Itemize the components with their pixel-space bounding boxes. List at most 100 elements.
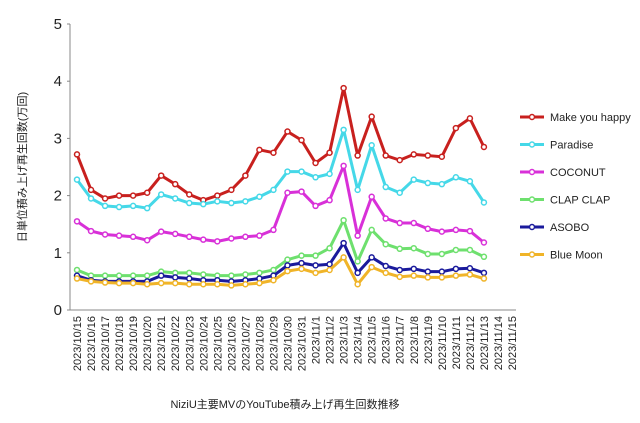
point <box>368 142 375 149</box>
y-tick-label: 2 <box>54 188 62 205</box>
point <box>186 269 193 277</box>
point <box>466 178 474 185</box>
x-tick-label: 2023/11/12 <box>465 316 477 370</box>
point <box>368 263 375 271</box>
point <box>73 266 81 274</box>
point <box>424 152 432 159</box>
point <box>101 195 109 202</box>
point <box>157 228 165 235</box>
point <box>256 232 263 239</box>
point <box>242 233 249 241</box>
x-tick-label: 2023/11/4 <box>353 316 365 364</box>
point <box>270 266 277 274</box>
point <box>480 269 488 277</box>
point <box>326 196 333 204</box>
point <box>340 239 347 247</box>
point <box>87 278 95 285</box>
point <box>382 269 389 277</box>
point <box>382 240 389 248</box>
point <box>171 279 179 287</box>
point <box>228 272 235 279</box>
point <box>115 192 123 199</box>
point <box>298 136 305 144</box>
point <box>466 246 474 254</box>
x-tick-label: 2023/11/8 <box>409 316 421 364</box>
point <box>284 189 291 196</box>
point <box>410 219 418 227</box>
point <box>256 146 263 154</box>
legend-label: COCONUT <box>550 167 606 179</box>
y-tick-label: 0 <box>54 302 62 319</box>
point <box>298 168 305 175</box>
point <box>242 172 249 179</box>
point <box>312 174 319 181</box>
point <box>452 265 460 273</box>
point <box>171 274 179 281</box>
point <box>340 84 347 92</box>
point <box>186 199 193 207</box>
point <box>214 192 221 199</box>
point <box>284 267 291 275</box>
x-tick-label: 2023/10/15 <box>72 316 84 371</box>
point <box>87 186 95 194</box>
point <box>298 265 305 273</box>
point <box>157 172 165 179</box>
point <box>452 226 460 234</box>
point <box>115 279 123 287</box>
x-tick-label: 2023/11/5 <box>367 316 379 364</box>
point <box>396 219 403 227</box>
point <box>326 149 333 156</box>
point <box>466 264 474 272</box>
point <box>424 250 432 258</box>
point <box>270 149 277 156</box>
point <box>186 233 193 241</box>
point <box>298 252 305 259</box>
point <box>396 245 403 253</box>
point <box>340 162 347 170</box>
point <box>186 281 193 288</box>
point <box>73 218 81 225</box>
point <box>129 233 137 241</box>
x-tick-label: 2023/11/6 <box>381 316 393 364</box>
point <box>354 152 361 159</box>
point <box>354 281 361 288</box>
point <box>382 183 389 191</box>
y-tick-label: 4 <box>54 73 62 90</box>
point <box>298 259 305 267</box>
point <box>214 198 221 205</box>
point <box>382 215 389 222</box>
series-line <box>75 86 486 202</box>
x-tick-label: 2023/10/28 <box>254 316 266 371</box>
point <box>284 256 291 263</box>
legend-label: Blue Moon <box>550 250 603 262</box>
point <box>284 128 291 135</box>
point <box>200 271 207 278</box>
point <box>101 279 109 286</box>
point <box>143 281 151 288</box>
point <box>270 186 277 194</box>
x-tick-label: 2023/10/20 <box>142 316 154 371</box>
point <box>312 202 319 210</box>
point <box>452 246 460 254</box>
point <box>157 272 165 279</box>
point <box>396 189 403 196</box>
point <box>326 266 333 274</box>
point <box>157 191 165 198</box>
point <box>340 254 347 261</box>
x-tick-label: 2023/11/7 <box>395 316 407 364</box>
point <box>115 232 123 239</box>
point <box>438 153 446 160</box>
point <box>438 268 446 275</box>
series-line <box>76 164 485 244</box>
point <box>368 193 375 200</box>
point <box>129 202 137 210</box>
point <box>73 176 81 183</box>
legend-marker <box>528 168 536 176</box>
x-tick-label: 2023/11/10 <box>437 316 449 370</box>
point <box>270 277 277 284</box>
point <box>270 226 277 234</box>
x-tick-label: 2023/10/22 <box>170 316 182 371</box>
point <box>200 200 207 208</box>
point <box>480 199 488 206</box>
